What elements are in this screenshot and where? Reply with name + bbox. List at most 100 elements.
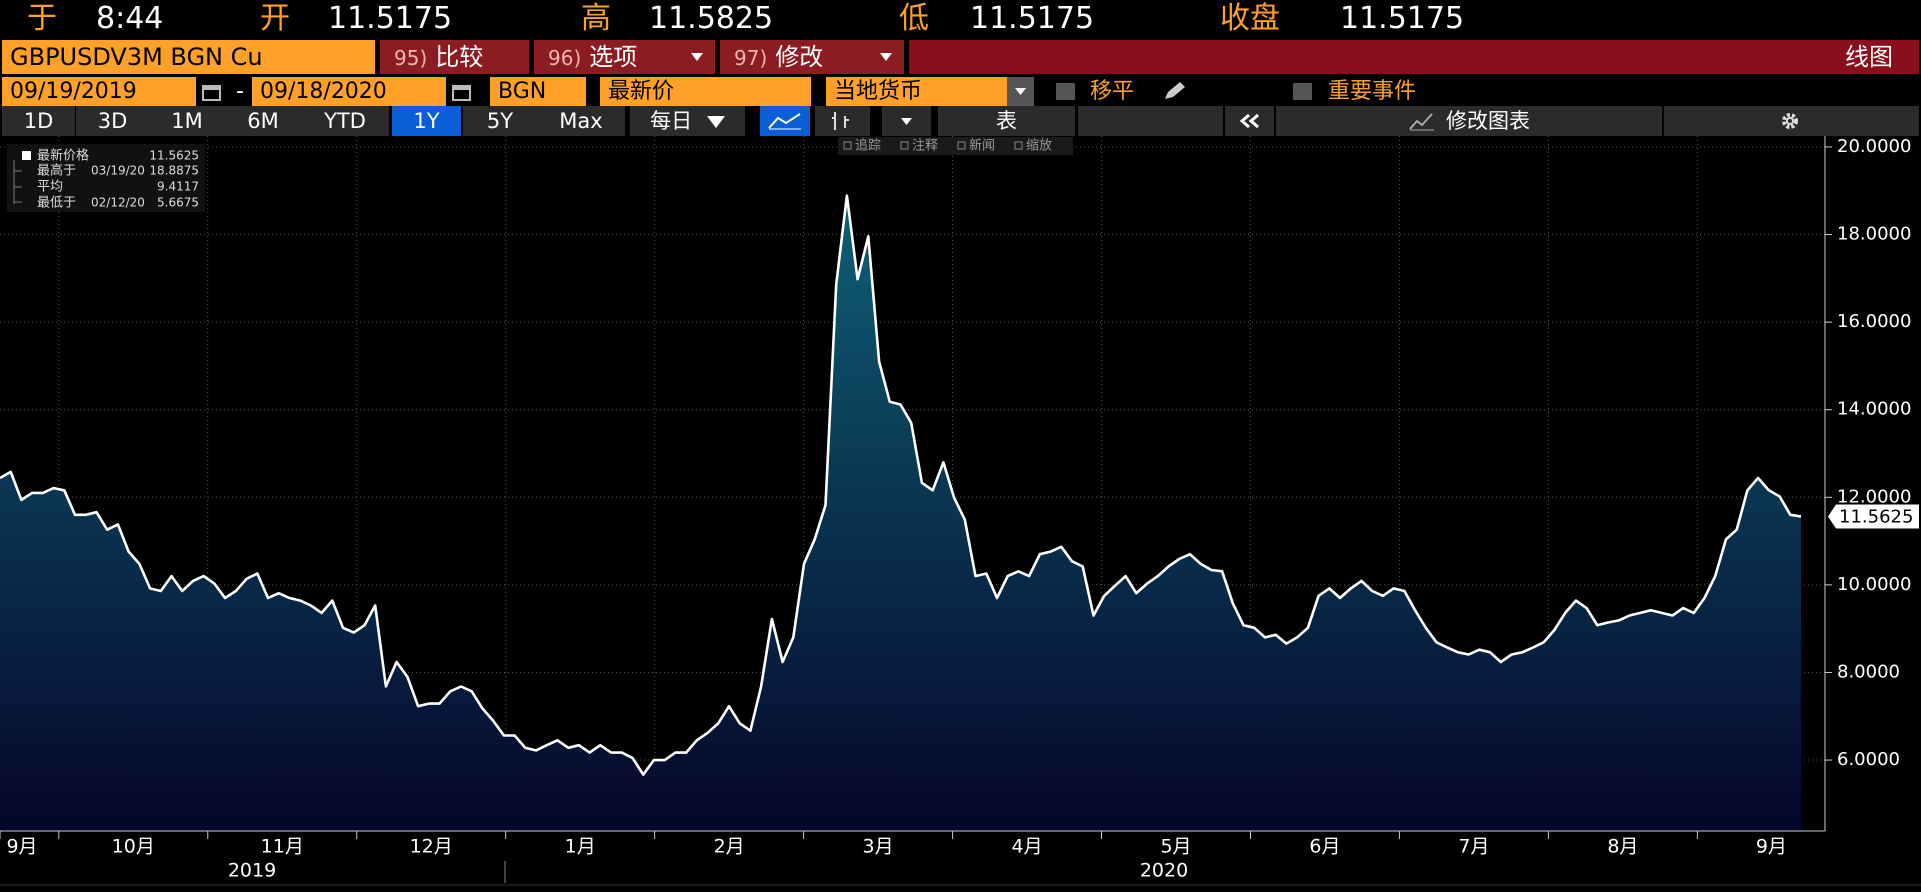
compare-button[interactable]: 95) 比较 [380, 40, 529, 74]
period-button[interactable]: 6M [225, 106, 301, 136]
time: 8:44 [96, 1, 164, 36]
calendar-icon[interactable] [452, 83, 472, 101]
year-label: 2020 [1140, 860, 1188, 882]
x-tick-label: 12月 [410, 836, 453, 858]
legend-value: 9.4117 [157, 180, 199, 194]
edit-chart-icon [1409, 113, 1434, 131]
y-tick-label: 18.0000 [1837, 224, 1911, 245]
x-tick-label: 9月 [1756, 836, 1787, 858]
legend-date: 03/19/20 [91, 164, 145, 178]
tool-icon [957, 141, 966, 150]
y-tick-label: 14.0000 [1837, 399, 1911, 420]
x-tick-label: 7月 [1458, 836, 1489, 858]
tool-label: 新闻 [969, 138, 995, 154]
x-tick-label: 9月 [6, 836, 37, 858]
calendar-icon[interactable] [202, 83, 222, 101]
x-tick-label: 6月 [1309, 836, 1340, 858]
line-icon [768, 113, 801, 130]
y-tick-label: 20.0000 [1837, 136, 1911, 157]
last-price-box [1828, 504, 1919, 529]
time-label: 于 [27, 1, 57, 36]
period-button[interactable]: 1M [149, 106, 225, 136]
x-tick-label: 5月 [1160, 836, 1191, 858]
toolbar-spacer [1078, 106, 1223, 136]
x-tick-label: 11月 [261, 836, 304, 858]
currency[interactable]: 当地货币 [826, 77, 1007, 106]
legend-value: 11.5625 [149, 149, 199, 163]
high-label: 高 [581, 1, 611, 36]
menu-number: 97) [734, 46, 768, 70]
legend-swatch [22, 151, 31, 160]
y-tick-label: 16.0000 [1837, 311, 1911, 332]
legend-label: 平均 [37, 180, 63, 195]
x-tick-label: 4月 [1011, 836, 1042, 858]
legend-value: 5.6675 [157, 196, 199, 210]
tool-label: 追踪 [855, 138, 881, 154]
x-tick-label: 2月 [714, 836, 745, 858]
line-chart-button[interactable] [760, 106, 810, 136]
menu-number: 95) [394, 46, 428, 70]
collapse-button[interactable] [1225, 106, 1274, 136]
y-tick-label: 12.0000 [1837, 486, 1911, 507]
legend-bracket [13, 160, 22, 204]
gear-icon [1782, 113, 1798, 129]
dropdown-arrow [880, 53, 892, 61]
dropdown-arrow [706, 116, 725, 128]
settings-button[interactable] [1664, 106, 1919, 136]
legend-box [7, 144, 205, 212]
currency-dropdown[interactable] [1007, 77, 1034, 106]
frequency-button[interactable]: 每日 [630, 106, 745, 136]
edit-chart-label: 修改图表 [1446, 109, 1530, 133]
bar-chart-button[interactable] [815, 106, 870, 136]
menu-label: 修改 [775, 43, 824, 71]
field[interactable]: 最新价 [600, 77, 811, 106]
tool-icon [843, 141, 852, 150]
tool-icon [1014, 141, 1023, 150]
tools-strip [838, 137, 1073, 155]
close: 11.5175 [1340, 1, 1465, 36]
period-button[interactable]: 3D [76, 106, 149, 136]
options-button[interactable]: 96) 选项 [534, 40, 715, 74]
y-tick-label: 6.0000 [1837, 749, 1900, 770]
dropdown-arrow [901, 118, 912, 125]
open-label: 开 [260, 1, 290, 36]
end-date[interactable]: 09/18/2020 [252, 77, 446, 106]
smoothing-label: 移平 [1090, 79, 1135, 104]
high: 11.5825 [649, 1, 774, 36]
period-button[interactable]: 5Y [463, 106, 537, 136]
dropdown-arrow [1015, 88, 1026, 95]
year-label: 2019 [228, 860, 276, 882]
chart-dropdown[interactable] [882, 106, 931, 136]
edit-button[interactable]: 97) 修改 [720, 40, 904, 74]
area [0, 195, 1801, 831]
x-tick-label: 8月 [1607, 836, 1638, 858]
legend-value: 18.8875 [149, 164, 199, 178]
events-label: 重要事件 [1328, 79, 1417, 104]
last-price-label: 11.5625 [1839, 506, 1913, 527]
tool-label: 缩放 [1026, 138, 1052, 154]
x-tick-label: 3月 [863, 836, 894, 858]
dropdown-arrow [691, 53, 703, 61]
menu-label: 比较 [435, 43, 484, 71]
menu-number: 96) [548, 46, 582, 70]
edit-chart-button[interactable]: 修改图表 [1276, 106, 1662, 136]
low-label: 低 [899, 1, 929, 36]
source[interactable]: BGN [490, 77, 586, 106]
y-tick-label: 8.0000 [1837, 661, 1900, 682]
period-button[interactable]: 1D [2, 106, 75, 136]
frequency: 每日 [650, 109, 693, 133]
x-tick-label: 1月 [565, 836, 596, 858]
table-button[interactable]: 表 [938, 106, 1075, 136]
ticker[interactable]: GBPUSDV3M BGN Cu [2, 40, 375, 74]
menu-label: 选项 [589, 43, 638, 71]
legend-label: 最高于 [37, 163, 76, 179]
period-button[interactable]: YTD [301, 106, 389, 136]
start-date[interactable]: 09/19/2019 [2, 77, 196, 106]
legend-label: 最低于 [37, 196, 76, 211]
checkbox[interactable] [1293, 83, 1312, 100]
period-button[interactable]: Max [537, 106, 625, 136]
checkbox[interactable] [1056, 83, 1075, 100]
chart-kind-bar: 线图 [909, 40, 1919, 74]
period-button[interactable]: 1Y [392, 106, 461, 136]
tool-icon [900, 141, 909, 150]
